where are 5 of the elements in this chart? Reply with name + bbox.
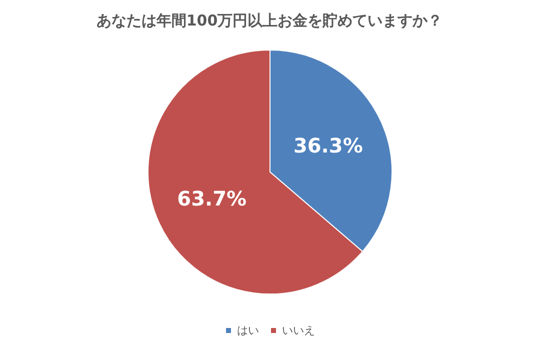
chart-title: あなたは年間100万円以上お金を貯めていますか？ — [96, 12, 443, 30]
data-label: 63.7% — [177, 186, 247, 211]
legend-label: はい — [237, 324, 259, 337]
legend-label: いいえ — [282, 324, 315, 337]
data-label: 36.3% — [293, 133, 363, 158]
